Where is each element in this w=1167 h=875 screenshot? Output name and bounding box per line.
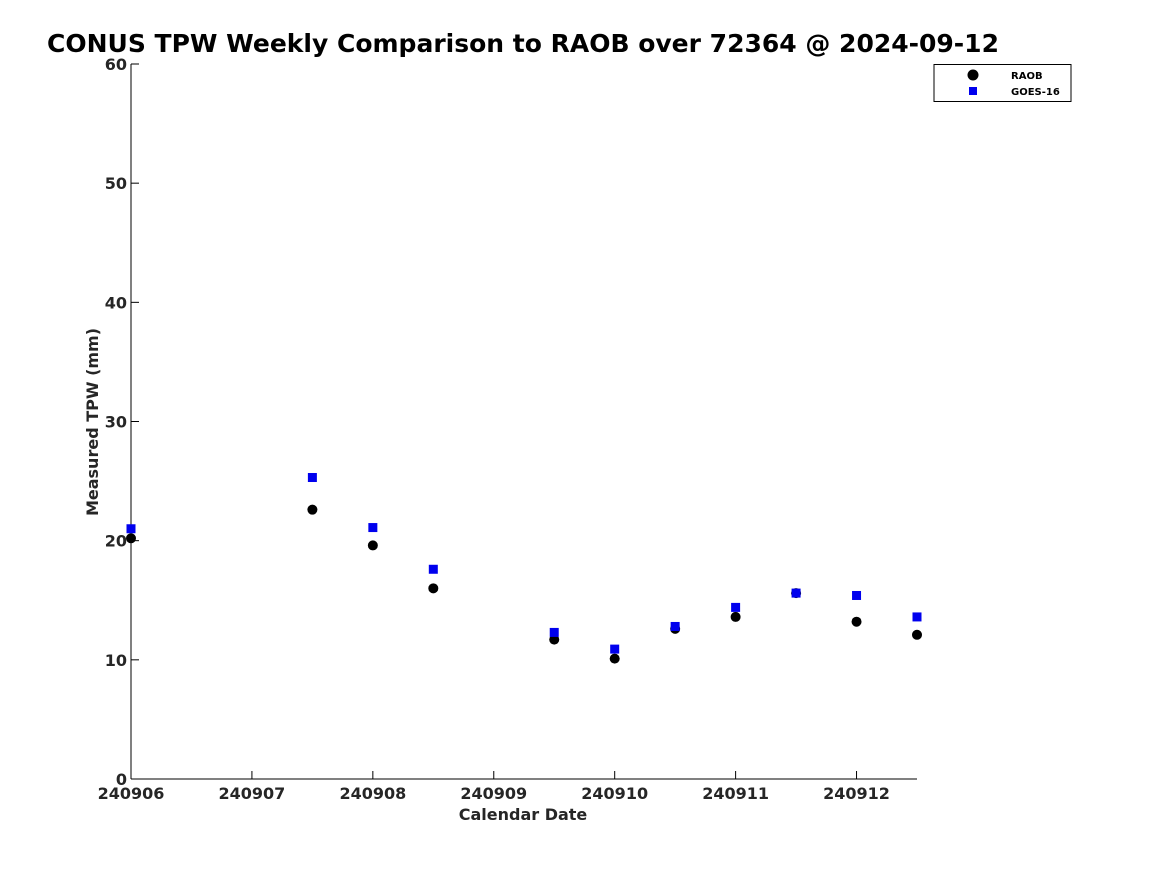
data-point-raob (549, 634, 560, 645)
data-point-goes16 (852, 590, 862, 600)
data-point-goes16 (791, 588, 801, 598)
y-tick-label: 40 (105, 293, 127, 312)
data-point-goes16 (307, 473, 317, 483)
y-tick-label: 10 (105, 651, 127, 670)
y-ticks: 0 10 20 30 40 50 60 (105, 55, 139, 789)
data-point-goes16 (428, 564, 438, 574)
x-ticks: 240906 240907 240908 240909 240910 240911 2409… (98, 771, 890, 803)
data-point-goes16 (610, 644, 620, 654)
data-point-goes16 (126, 524, 136, 534)
legend: RAOB GOES-16 (933, 64, 1072, 102)
data-point-raob (730, 611, 741, 622)
data-point-raob (367, 540, 378, 551)
y-tick-label: 0 (116, 770, 127, 789)
y-axis-label: Measured TPW (mm) (83, 328, 102, 516)
data-point-raob (428, 583, 439, 594)
x-tick-label: 240906 (98, 784, 165, 803)
x-tick-label: 240910 (581, 784, 648, 803)
data-point-goes16 (912, 612, 922, 622)
legend-box (933, 64, 1072, 102)
data-point-goes16 (670, 621, 680, 631)
y-tick-label: 60 (105, 55, 127, 74)
y-tick-label: 20 (105, 532, 127, 551)
data-point-raob (126, 533, 136, 544)
data-point-raob (912, 629, 922, 640)
x-axis-label: Calendar Date (459, 805, 588, 824)
legend-label-goes16: GOES-16 (1011, 87, 1060, 98)
data-points (126, 473, 922, 664)
data-point-raob (851, 616, 862, 627)
legend-marker-goes16 (969, 87, 977, 95)
x-tick-label: 240909 (460, 784, 527, 803)
chart-title: CONUS TPW Weekly Comparison to RAOB over… (47, 29, 999, 58)
legend-label-raob: RAOB (1011, 71, 1043, 82)
x-tick-label: 240908 (339, 784, 406, 803)
data-point-raob (609, 653, 620, 664)
data-point-goes16 (731, 602, 741, 612)
y-tick-label: 30 (105, 413, 127, 432)
data-point-raob (307, 504, 318, 515)
data-point-goes16 (368, 523, 378, 533)
x-tick-label: 240907 (219, 784, 286, 803)
y-tick-label: 50 (105, 174, 127, 193)
legend-marker-raob (967, 69, 979, 81)
x-tick-label: 240911 (702, 784, 769, 803)
data-point-goes16 (549, 627, 559, 637)
x-tick-label: 240912 (823, 784, 890, 803)
